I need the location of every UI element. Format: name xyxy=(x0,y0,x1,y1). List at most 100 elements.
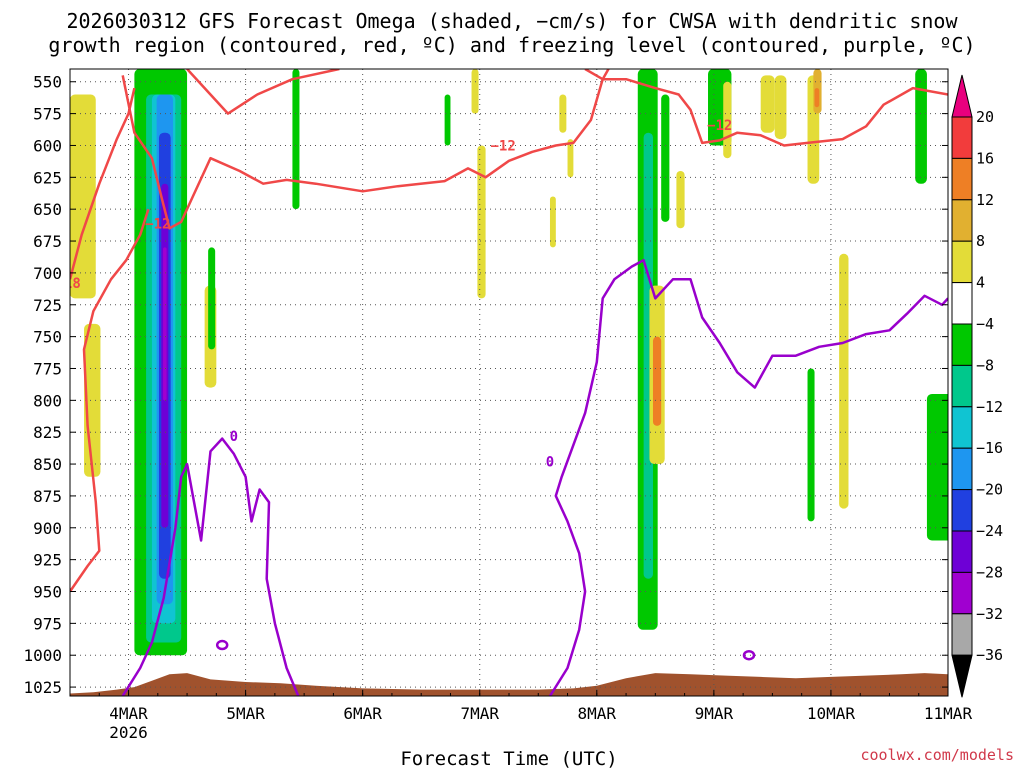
x-tick-label: 7MAR xyxy=(460,704,499,723)
colorbar-bin xyxy=(951,157,973,201)
freezing-level-contours: 00 xyxy=(121,258,948,696)
colorbar-label: 16 xyxy=(976,149,994,167)
colorbar-top-arrow xyxy=(951,74,973,118)
dgz-contour-line xyxy=(186,69,340,115)
dgz-contour-line xyxy=(70,87,136,280)
x-tick-label: 10MAR xyxy=(807,704,856,723)
omega-patch xyxy=(807,368,815,522)
x-tick-sublabel: 2026 xyxy=(109,723,148,742)
colorbar-label: −32 xyxy=(976,605,1003,623)
y-tick-label: 700 xyxy=(33,264,62,283)
y-tick-label: 925 xyxy=(33,551,62,570)
colorbar-bin xyxy=(951,364,973,408)
omega-patch xyxy=(163,247,167,401)
freezing-contour-blob xyxy=(742,649,756,661)
dgz-contour-label: −12 xyxy=(145,216,170,232)
colorbar-label: 8 xyxy=(976,232,985,250)
y-tick-label: 825 xyxy=(33,423,62,442)
dgz-contour-label: −12 xyxy=(707,118,732,134)
omega-patch xyxy=(676,170,685,229)
dgz-contour-line xyxy=(70,208,150,593)
dgz-contour-line xyxy=(584,69,948,147)
omega-patch xyxy=(567,139,574,178)
colorbar-bin xyxy=(951,116,973,159)
colorbar-bin xyxy=(951,571,973,615)
colorbar-label: −12 xyxy=(976,398,1003,416)
y-tick-label: 975 xyxy=(33,614,62,633)
omega-patch xyxy=(477,145,486,299)
freezing-contour-label: 0 xyxy=(546,455,554,471)
y-axis-pressure-ticks: 550 575 600 625 650 675 700 725 750 775 800 825 850 8… xyxy=(23,73,948,697)
chart-title-line-2: growth region (contoured, red, ºC) and f… xyxy=(48,33,975,57)
freezing-contour-line xyxy=(121,437,300,696)
colorbar-label: 4 xyxy=(976,274,985,292)
omega-patch xyxy=(559,94,567,133)
colorbar-label: −16 xyxy=(976,439,1003,457)
colorbar-bin xyxy=(951,613,973,656)
x-tick-label: 6MAR xyxy=(343,704,382,723)
colorbar-bin xyxy=(951,489,973,532)
y-tick-label: 850 xyxy=(33,455,62,474)
freezing-contour-line xyxy=(548,258,948,696)
y-tick-label: 1025 xyxy=(23,678,62,697)
y-tick-label: 725 xyxy=(33,296,62,315)
omega-patch xyxy=(760,75,775,133)
omega-patch xyxy=(70,94,96,299)
omega-shading xyxy=(70,69,948,656)
omega-patch xyxy=(444,94,451,146)
omega-patch xyxy=(292,69,300,210)
colorbar-bin xyxy=(951,530,973,573)
terrain-fill xyxy=(70,673,948,696)
freezing-contour-label: 0 xyxy=(230,429,238,445)
y-tick-label: 775 xyxy=(33,359,62,378)
omega-patch xyxy=(839,253,849,509)
omega-patch xyxy=(661,94,670,222)
colorbar-bin xyxy=(951,282,973,325)
colorbar-label: 20 xyxy=(976,108,994,126)
omega-patch xyxy=(208,247,216,350)
x-tick-label: 9MAR xyxy=(695,704,734,723)
dendritic-growth-contours: −12 −12 −12 18 xyxy=(64,69,948,593)
omega-patch xyxy=(471,69,479,114)
omega-patch xyxy=(926,393,948,541)
colorbar-bin xyxy=(951,199,973,242)
y-tick-label: 625 xyxy=(33,168,62,187)
x-axis-label: Forecast Time (UTC) xyxy=(400,748,617,768)
colorbar-label: −8 xyxy=(976,356,994,374)
y-tick-label: 900 xyxy=(33,519,62,538)
colorbar-label: −36 xyxy=(976,646,1003,664)
omega-patch xyxy=(814,88,820,108)
dgz-contour-label: 18 xyxy=(64,276,81,292)
terrain-surface xyxy=(70,673,948,696)
dgz-contour-label: −12 xyxy=(490,139,515,155)
x-tick-label: 11MAR xyxy=(924,704,973,723)
omega-patch xyxy=(915,69,927,184)
credit-text: coolwx.com/models xyxy=(860,746,1014,764)
chart-title-line-1: 2026030312 GFS Forecast Omega (shaded, −… xyxy=(66,9,958,33)
omega-patch xyxy=(643,132,653,579)
colorbar-label: −20 xyxy=(976,481,1003,499)
y-tick-label: 750 xyxy=(33,328,62,347)
y-tick-label: 550 xyxy=(33,73,62,92)
y-tick-label: 800 xyxy=(33,391,62,410)
y-tick-label: 650 xyxy=(33,200,62,219)
colorbar: 20 16 12 8 4 −4 −8 −12 −16 −20 −24 −28 −32 −36 xyxy=(951,74,1003,698)
y-tick-label: 600 xyxy=(33,136,62,155)
y-tick-label: 875 xyxy=(33,487,62,506)
omega-patch xyxy=(549,196,556,248)
y-tick-label: 950 xyxy=(33,583,62,602)
colorbar-bin xyxy=(951,323,973,366)
colorbar-label: −24 xyxy=(976,522,1003,540)
colorbar-label: 12 xyxy=(976,191,994,209)
x-tick-label: 4MAR xyxy=(109,704,148,723)
colorbar-label: −4 xyxy=(976,315,994,333)
y-tick-label: 1000 xyxy=(23,646,62,665)
colorbar-bin xyxy=(951,447,973,491)
colorbar-bin xyxy=(951,406,973,449)
colorbar-bin xyxy=(951,240,973,284)
dgz-contour-line xyxy=(121,69,610,230)
omega-patch xyxy=(774,75,787,140)
